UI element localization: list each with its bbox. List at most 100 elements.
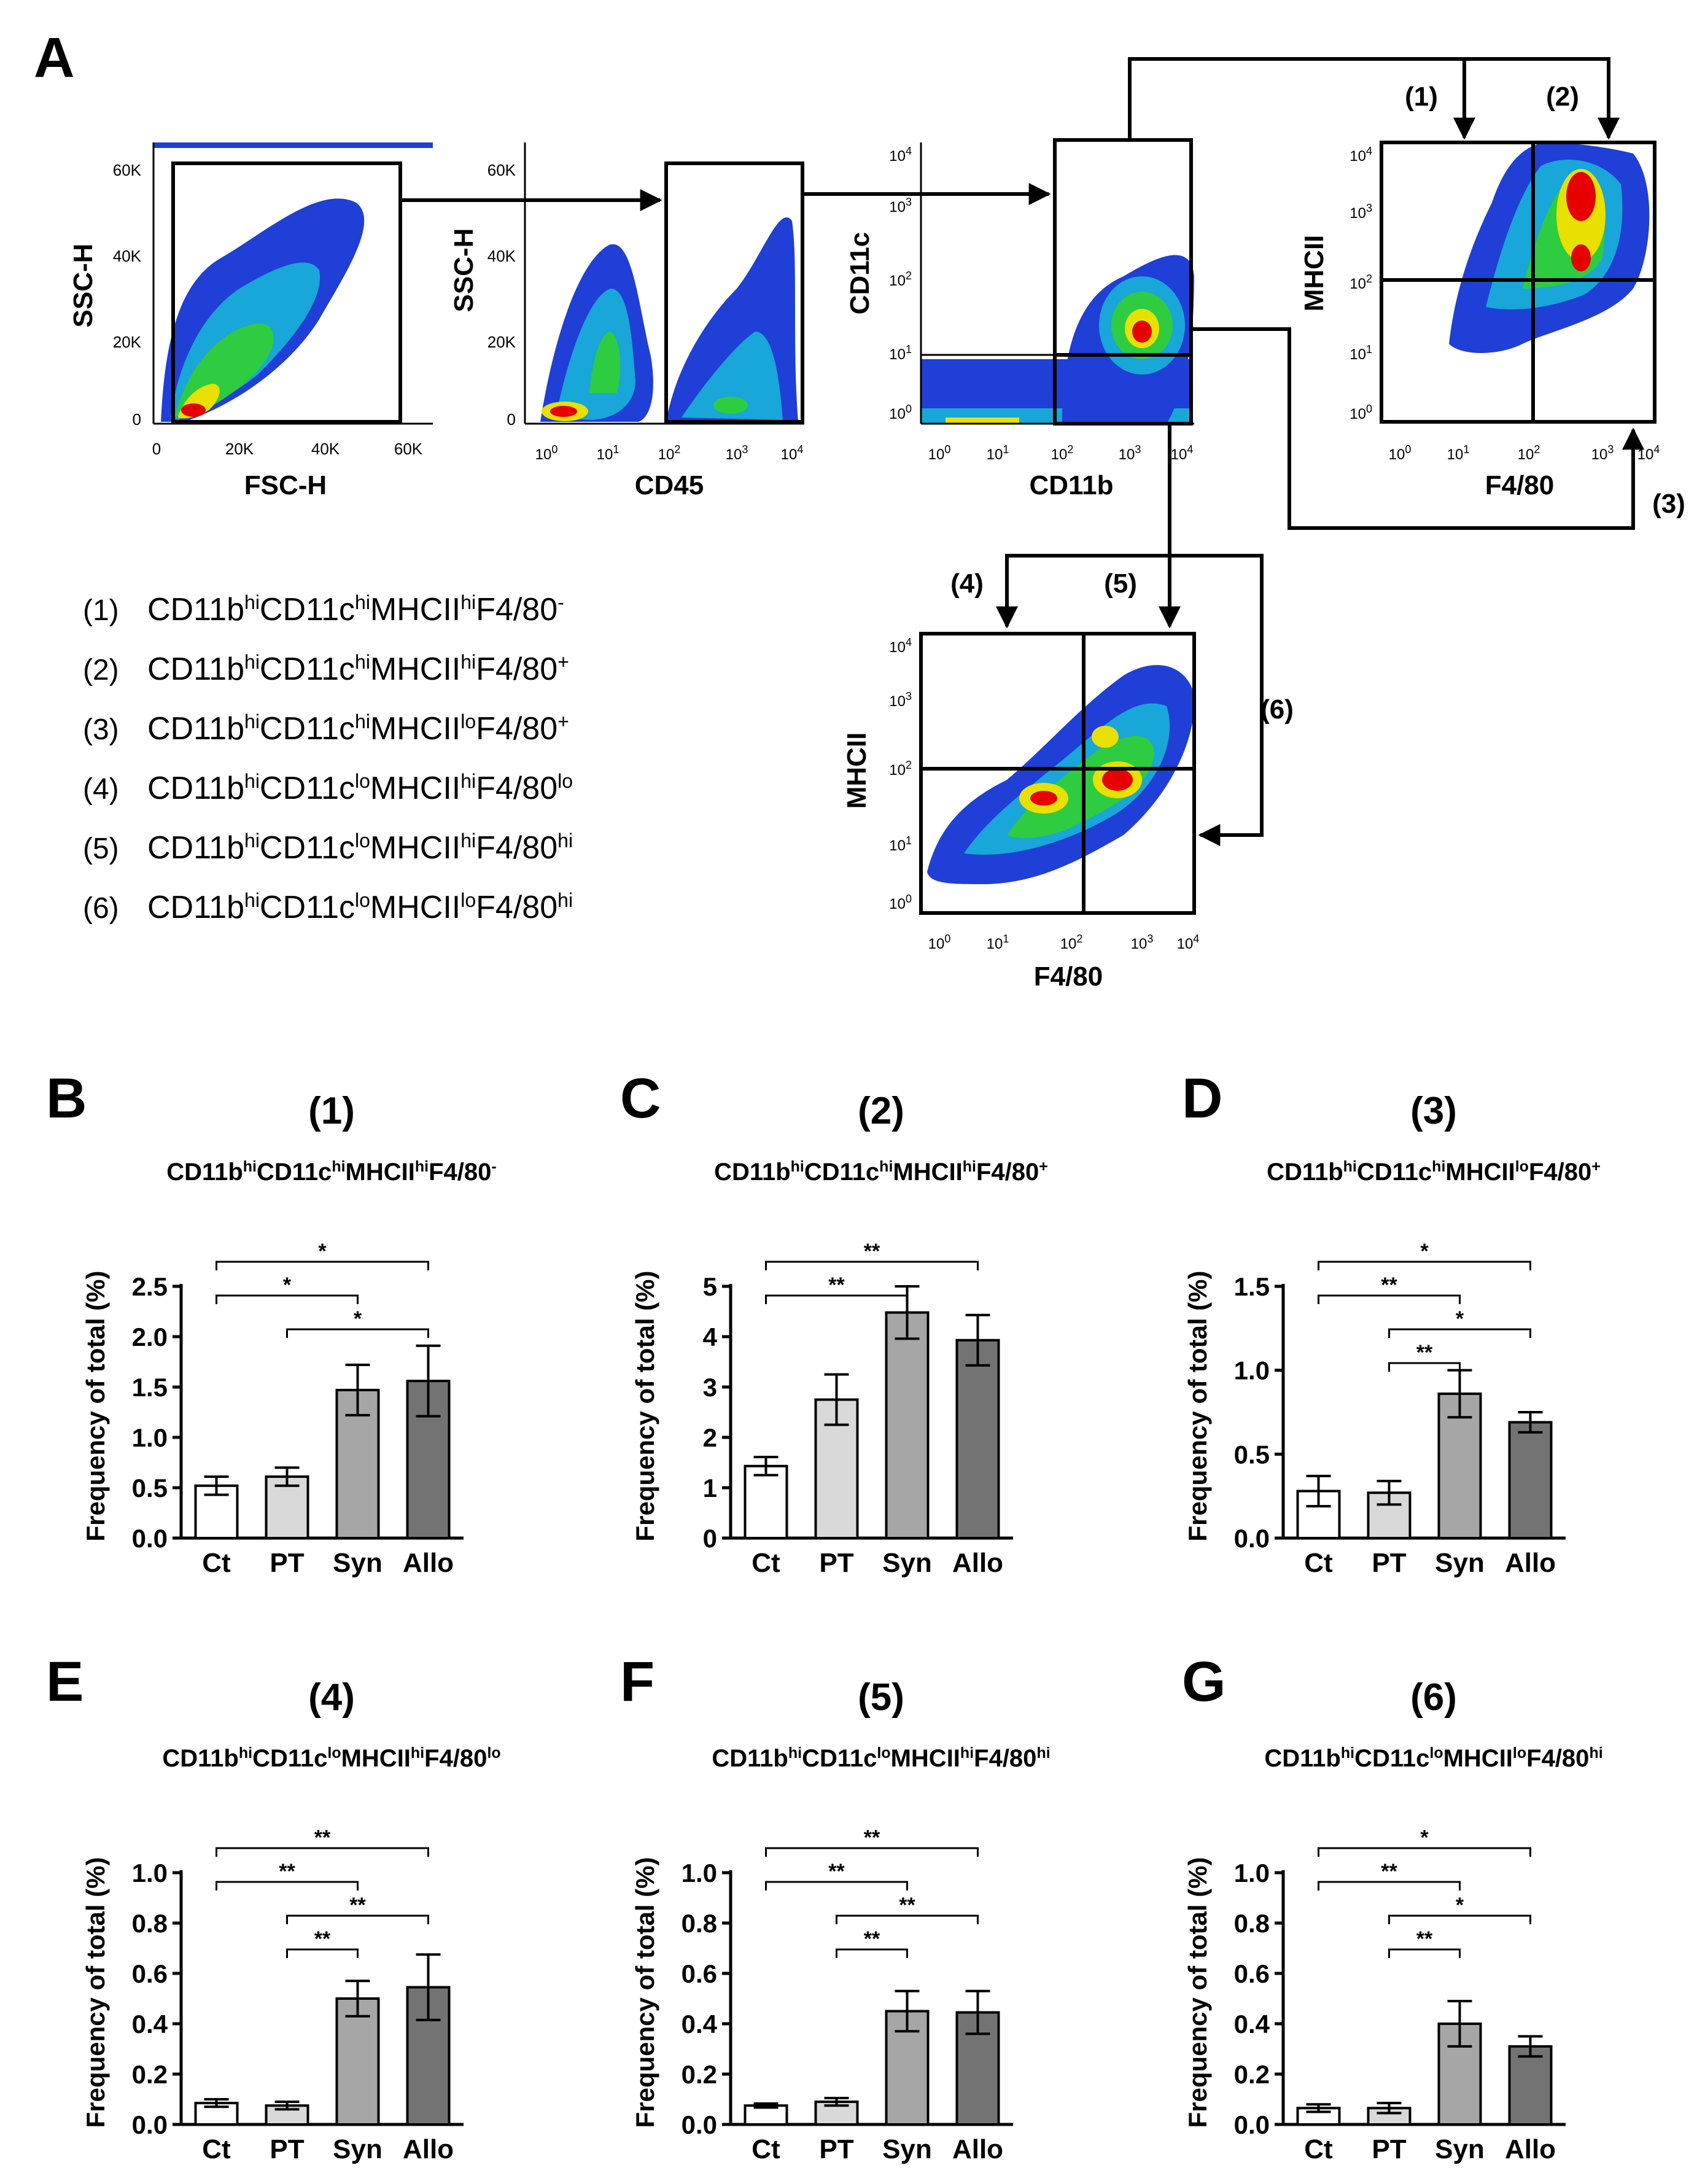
plot2-xlabel: CD45 (635, 470, 704, 500)
plot1-xtick-60k: 60K (394, 440, 423, 458)
plot5-xlabel: F4/80 (1034, 962, 1103, 992)
x-tick-label: Allo (952, 2134, 1003, 2164)
chart-title: (5) (858, 1676, 904, 1719)
plot3-ytick-2: 102 (889, 270, 912, 289)
y-tick-label: 0.4 (132, 2010, 168, 2038)
significance-label: ** (314, 1927, 331, 1951)
legend-number: (4) (83, 773, 119, 806)
x-tick-label: Allo (1505, 2134, 1556, 2164)
bar-chart-c: (2) CD11bhiCD11chiMHCIIhiF4/80+ 0 1 2 3 4 5 Freq… (631, 1090, 1048, 1578)
gate-label-5: (5) (1104, 569, 1137, 599)
plot3-xtick-0: 100 (928, 443, 951, 463)
x-tick-label: Ct (1304, 2134, 1333, 2164)
legend-number: (2) (83, 654, 119, 686)
y-tick-label: 0.5 (132, 1474, 168, 1502)
chart-subtitle: CD11bhiCD11cloMHCIIloF4/80hi (1264, 1744, 1602, 1772)
x-tick-label: Allo (1505, 1548, 1556, 1578)
significance-bracket (1388, 1362, 1461, 1372)
significance-label: ** (1416, 1927, 1433, 1951)
bar-charts: (1) CD11bhiCD11chiMHCIIhiF4/80- 0.0 0.5 1.0 1… (81, 1090, 1603, 2164)
significance-bracket (1318, 1847, 1531, 1857)
y-tick-label: 1.5 (1234, 1272, 1270, 1301)
chart-subtitle: CD11bhiCD11cloMHCIIhiF4/80hi (712, 1744, 1050, 1772)
significance-label: * (354, 1307, 362, 1331)
plot4-xtick-2: 102 (1518, 443, 1540, 463)
y-tick-label: 0.8 (682, 1909, 717, 1938)
plot4-ytick-0: 100 (1350, 403, 1372, 422)
significance-label: ** (1416, 1341, 1433, 1364)
y-axis-label: Frequency of total (%) (631, 1270, 659, 1541)
chart-title: (2) (858, 1090, 904, 1132)
significance-bracket (216, 1294, 359, 1304)
plot4-ytick-1: 101 (1350, 343, 1372, 363)
population-legend: (1) CD11bhiCD11chiMHCIIhiF4/80- (2) CD11bhi… (83, 591, 573, 925)
significance-bracket (216, 1261, 429, 1270)
significance-label: ** (828, 1860, 845, 1883)
plot4-xtick-4: 104 (1637, 443, 1660, 463)
y-axis-label: Frequency of total (%) (81, 1857, 110, 2128)
plot1-ylabel: SSC-H (68, 244, 98, 328)
plot2-xtick-3: 103 (726, 443, 748, 463)
plot3-ytick-4: 104 (889, 145, 912, 165)
plot2-ylabel: SSC-H (449, 228, 479, 313)
plot2-ytick-40k: 40K (487, 247, 516, 265)
significance-bracket (836, 1948, 908, 1958)
panel-letter-c: C (620, 1067, 661, 1130)
significance-bracket (216, 1881, 359, 1891)
y-tick-label: 0.8 (132, 1909, 168, 1938)
x-tick-label: Syn (1435, 2134, 1485, 2164)
x-tick-label: Ct (202, 1548, 231, 1578)
significance-bracket (765, 1294, 908, 1304)
legend-label: CD11bhiCD11chiMHCIIloF4/80+ (147, 710, 569, 747)
bar-pt (265, 1475, 309, 1539)
plot2-ytick-60k: 60K (487, 161, 516, 179)
y-tick-label: 0.2 (1234, 2060, 1270, 2089)
chart-subtitle: CD11bhiCD11cloMHCIIhiF4/80lo (162, 1744, 500, 1772)
legend-label: CD11bhiCD11cloMHCIIloF4/80hi (147, 889, 573, 925)
x-tick-label: Allo (952, 1548, 1003, 1578)
plot1-xtick-40k: 40K (311, 440, 340, 458)
y-tick-label: 3 (703, 1373, 717, 1402)
gate-label-1: (1) (1405, 82, 1438, 112)
plot1-xtick-0: 0 (152, 440, 161, 458)
y-tick-label: 5 (703, 1272, 717, 1301)
legend-number: (1) (83, 594, 119, 627)
chart-subtitle: CD11bhiCD11chiMHCIIhiF4/80- (166, 1158, 496, 1186)
significance-label: * (283, 1273, 292, 1297)
gate-label-4: (4) (950, 569, 984, 599)
y-tick-label: 0.0 (132, 2110, 168, 2139)
panel-letter-b: B (46, 1067, 87, 1130)
x-tick-label: Ct (752, 2134, 780, 2164)
significance-label: * (1456, 1894, 1464, 1917)
legend-number: (6) (83, 892, 119, 925)
bar-chart-g: (6) CD11bhiCD11cloMHCIIloF4/80hi 0.0 0.2 0.4… (1183, 1676, 1603, 2164)
y-tick-label: 2 (703, 1423, 717, 1452)
x-tick-label: Ct (202, 2134, 231, 2164)
significance-bracket (1318, 1881, 1461, 1891)
significance-label: ** (864, 1240, 880, 1263)
significance-bracket (836, 1914, 979, 1924)
significance-label: ** (349, 1894, 366, 1917)
y-tick-label: 1.0 (1234, 1859, 1270, 1887)
x-tick-label: PT (1372, 2134, 1406, 2164)
plot3-xtick-2: 102 (1051, 443, 1074, 463)
y-tick-label: 0.6 (1234, 1959, 1270, 1988)
plot2-ytick-0: 0 (507, 410, 516, 429)
plot1-xtick-20k: 20K (225, 440, 254, 458)
x-tick-label: Allo (403, 1548, 454, 1578)
plot3-xtick-3: 103 (1119, 443, 1141, 463)
significance-label: * (1456, 1307, 1464, 1331)
y-tick-label: 0.5 (1234, 1440, 1270, 1469)
y-tick-label: 0.4 (1234, 2010, 1270, 2038)
plot2-xtick-1: 101 (597, 443, 619, 463)
x-tick-label: PT (1372, 1548, 1406, 1578)
y-tick-label: 1.0 (132, 1859, 168, 1887)
gate-label-2: (2) (1546, 82, 1579, 112)
y-tick-label: 0.0 (682, 2110, 717, 2139)
x-tick-label: Syn (333, 1548, 383, 1578)
panel-letter-e: E (46, 1650, 84, 1713)
y-tick-label: 4 (703, 1323, 718, 1351)
plot4-xtick-0: 100 (1389, 443, 1412, 463)
y-axis-label: Frequency of total (%) (1183, 1857, 1212, 2128)
bar-allo (1508, 2045, 1553, 2126)
